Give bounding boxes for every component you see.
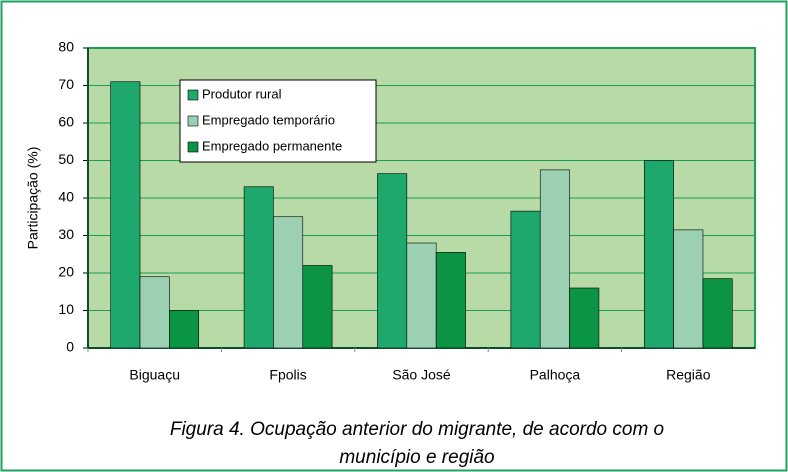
y-tick-label: 20 (58, 264, 74, 280)
legend-swatch (187, 115, 199, 127)
y-tick-label: 80 (58, 39, 74, 55)
y-tick-label: 0 (66, 339, 74, 355)
y-tick-label: 50 (58, 151, 74, 167)
bar (169, 310, 200, 349)
bar (643, 160, 674, 349)
bar (702, 278, 733, 349)
bar (302, 265, 333, 349)
legend-label: Empregado temporário (202, 112, 335, 127)
bar (435, 252, 466, 349)
chart-title: município e região (339, 447, 494, 468)
y-tick-label: 10 (58, 301, 74, 317)
chart-title: Figura 4. Ocupação anterior do migrante,… (170, 419, 664, 440)
y-axis-label: Participação (%) (25, 147, 41, 250)
x-tick-label: Palhoça (530, 367, 581, 383)
x-tick-label: São José (392, 367, 451, 383)
legend-swatch (187, 141, 199, 153)
bar (539, 169, 570, 349)
legend (179, 79, 377, 163)
bar (406, 242, 437, 349)
y-tick-label: 30 (58, 226, 74, 242)
legend-swatch (187, 89, 199, 101)
bar (377, 173, 408, 349)
bar (510, 210, 541, 349)
x-tick-label: Biguaçu (129, 367, 180, 383)
x-tick-label: Fpolis (269, 367, 306, 383)
bar (673, 229, 704, 349)
y-tick-label: 40 (58, 189, 74, 205)
bar (243, 186, 274, 349)
y-tick-label: 70 (58, 76, 74, 92)
bar (569, 287, 600, 349)
x-tick-label: Região (666, 367, 711, 383)
bar (139, 276, 170, 349)
bar (110, 81, 141, 349)
bar (273, 216, 304, 349)
legend-label: Empregado permanente (202, 138, 342, 153)
legend-label: Produtor rural (202, 86, 282, 101)
y-tick-label: 60 (58, 114, 74, 130)
